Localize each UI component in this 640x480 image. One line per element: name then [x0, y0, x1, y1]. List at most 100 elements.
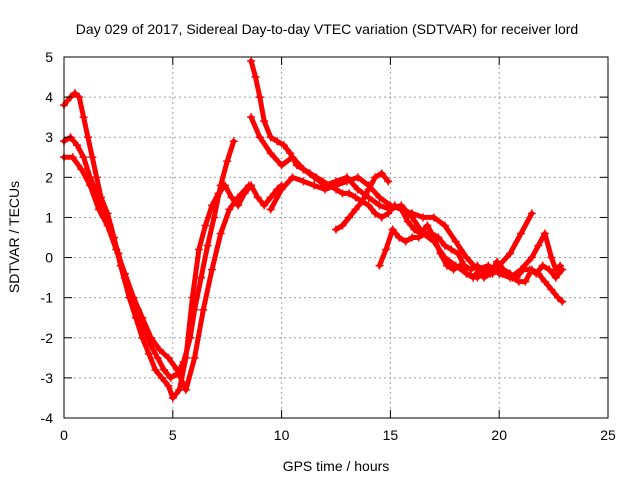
data-point: [251, 73, 260, 82]
data-point: [532, 269, 541, 278]
data-point: [451, 237, 460, 246]
data-point: [358, 197, 367, 206]
axis-ticks: [63, 56, 609, 419]
data-point: [255, 93, 264, 102]
data-series: [60, 57, 567, 402]
data-point: [466, 265, 475, 274]
data-point: [75, 93, 84, 102]
data-point: [375, 201, 384, 210]
y-tick-label: 5: [45, 49, 53, 65]
series-track-8: [332, 169, 393, 234]
y-tick-label: 1: [45, 209, 53, 225]
data-point: [556, 261, 565, 270]
data-point: [377, 213, 386, 222]
data-point: [234, 201, 243, 210]
data-point: [255, 133, 264, 142]
data-point: [260, 201, 269, 210]
data-point: [479, 273, 488, 282]
data-point: [253, 193, 262, 202]
data-point: [332, 225, 340, 234]
data-point: [429, 213, 438, 222]
x-tick-labels: 0 5 10 15 20 25: [60, 427, 616, 443]
data-point: [527, 253, 536, 262]
series-track-3: [60, 153, 253, 394]
data-point: [181, 385, 190, 394]
data-point: [299, 177, 308, 186]
data-point: [166, 373, 175, 382]
data-point: [194, 245, 203, 254]
data-point: [410, 225, 419, 234]
data-point: [545, 265, 554, 274]
data-point: [353, 173, 362, 182]
y-tick-label: 0: [45, 250, 53, 266]
data-point: [155, 345, 164, 354]
y-axis-label: SDTVAR / TECUs: [6, 181, 22, 293]
data-point: [247, 113, 256, 122]
data-point: [266, 193, 275, 202]
data-point: [144, 349, 153, 358]
data-point: [527, 209, 536, 218]
data-point: [73, 141, 82, 150]
data-point: [164, 381, 173, 390]
x-tick-label: 25: [600, 427, 616, 443]
data-point: [153, 353, 162, 362]
data-point: [540, 277, 549, 286]
data-point: [506, 269, 515, 278]
data-point: [403, 217, 412, 226]
data-point: [342, 177, 351, 186]
data-point: [223, 157, 232, 166]
y-tick-label: -3: [41, 370, 54, 386]
data-point: [70, 89, 79, 98]
data-point: [484, 261, 493, 270]
y-tick-label: 4: [45, 89, 53, 105]
data-point: [68, 153, 77, 162]
data-point: [310, 181, 319, 190]
data-point: [551, 273, 560, 282]
x-tick-label: 0: [60, 427, 68, 443]
data-point: [234, 193, 243, 202]
data-point: [434, 233, 443, 242]
x-tick-label: 15: [383, 427, 399, 443]
data-point: [279, 141, 288, 150]
data-point: [79, 113, 88, 122]
data-point: [429, 237, 438, 246]
data-point: [525, 265, 534, 274]
data-point: [273, 137, 282, 146]
data-point: [375, 261, 384, 270]
y-tick-label: 2: [45, 169, 53, 185]
data-point: [553, 293, 562, 302]
data-point: [201, 221, 210, 230]
data-point: [266, 149, 275, 158]
series-trace: [61, 154, 252, 393]
data-point: [364, 185, 373, 194]
y-tick-label: -1: [41, 290, 54, 306]
data-point: [186, 333, 195, 342]
x-tick-label: 5: [169, 427, 177, 443]
data-point: [499, 265, 508, 274]
data-point: [538, 261, 547, 270]
data-point: [147, 333, 156, 342]
data-point: [419, 213, 428, 222]
data-point: [521, 277, 530, 286]
data-point: [447, 245, 456, 254]
data-point: [299, 165, 308, 174]
data-point: [266, 205, 275, 214]
data-point: [203, 241, 212, 250]
data-point: [168, 393, 177, 402]
data-point: [506, 249, 515, 258]
data-point: [493, 257, 502, 266]
data-point: [160, 365, 169, 374]
data-point: [338, 221, 347, 230]
data-point: [277, 185, 286, 194]
data-point: [247, 57, 256, 66]
x-axis-label: GPS time / hours: [283, 458, 390, 474]
data-point: [397, 205, 406, 214]
data-point: [86, 181, 95, 190]
data-point: [310, 173, 319, 182]
data-point: [79, 153, 88, 162]
series-track-7: [375, 225, 567, 282]
data-point: [129, 293, 138, 302]
data-point: [164, 353, 173, 362]
data-point: [103, 221, 112, 230]
